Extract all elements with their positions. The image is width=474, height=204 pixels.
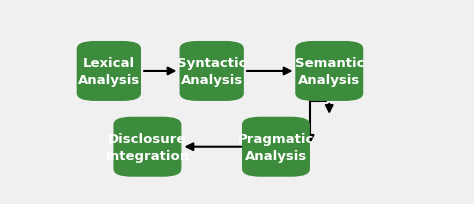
Text: Lexical
Analysis: Lexical Analysis [78,57,140,86]
FancyBboxPatch shape [295,42,363,101]
FancyBboxPatch shape [77,42,141,101]
Text: Semantic
Analysis: Semantic Analysis [294,57,364,86]
FancyBboxPatch shape [113,117,182,177]
Text: Syntactic
Analysis: Syntactic Analysis [177,57,246,86]
Text: Disclosure
Integration: Disclosure Integration [105,132,190,162]
Text: Pragmatic
Analysis: Pragmatic Analysis [238,132,314,162]
FancyBboxPatch shape [180,42,244,101]
FancyBboxPatch shape [242,117,310,177]
